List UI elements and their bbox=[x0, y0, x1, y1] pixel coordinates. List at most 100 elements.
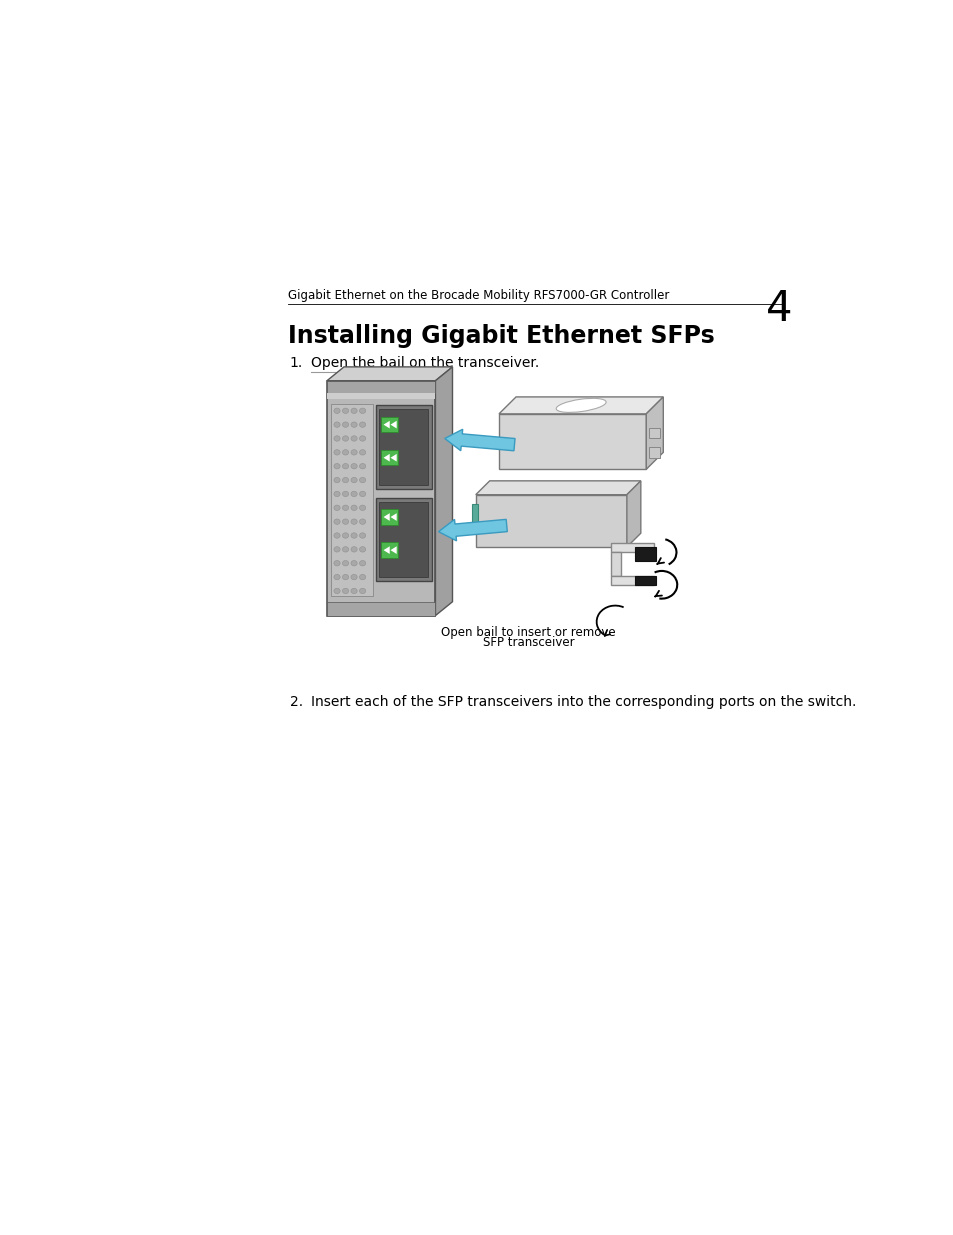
Text: Open the bail on the transceiver.: Open the bail on the transceiver. bbox=[311, 356, 539, 370]
Ellipse shape bbox=[351, 463, 356, 469]
Ellipse shape bbox=[334, 492, 340, 496]
Ellipse shape bbox=[351, 422, 356, 427]
Text: 4: 4 bbox=[765, 288, 792, 330]
Ellipse shape bbox=[334, 532, 340, 538]
Bar bbox=[472, 504, 477, 534]
Ellipse shape bbox=[351, 478, 356, 483]
Ellipse shape bbox=[351, 450, 356, 454]
Bar bbox=[327, 601, 435, 615]
Bar bbox=[611, 552, 620, 576]
Polygon shape bbox=[645, 396, 662, 469]
Text: Gigabit Ethernet on the Brocade Mobility RFS7000-GR Controller: Gigabit Ethernet on the Brocade Mobility… bbox=[288, 289, 669, 303]
Ellipse shape bbox=[351, 547, 356, 552]
Ellipse shape bbox=[359, 436, 365, 441]
Text: SFP transceiver: SFP transceiver bbox=[482, 636, 574, 650]
Ellipse shape bbox=[342, 492, 348, 496]
Polygon shape bbox=[498, 396, 662, 414]
FancyArrow shape bbox=[438, 520, 507, 541]
Polygon shape bbox=[390, 546, 396, 555]
Bar bbox=[611, 576, 654, 585]
Bar bbox=[378, 409, 428, 484]
Ellipse shape bbox=[334, 463, 340, 469]
Ellipse shape bbox=[351, 532, 356, 538]
Ellipse shape bbox=[359, 561, 365, 566]
Ellipse shape bbox=[342, 436, 348, 441]
Text: Installing Gigabit Ethernet SFPs: Installing Gigabit Ethernet SFPs bbox=[288, 324, 714, 348]
Ellipse shape bbox=[342, 478, 348, 483]
Ellipse shape bbox=[342, 574, 348, 579]
Ellipse shape bbox=[359, 408, 365, 414]
Polygon shape bbox=[383, 421, 390, 429]
Text: Insert each of the SFP transceivers into the corresponding ports on the switch.: Insert each of the SFP transceivers into… bbox=[311, 695, 856, 709]
Polygon shape bbox=[327, 367, 452, 380]
Bar bbox=[634, 576, 656, 585]
Ellipse shape bbox=[342, 408, 348, 414]
Bar bbox=[381, 450, 397, 466]
Bar bbox=[327, 393, 435, 399]
Ellipse shape bbox=[334, 547, 340, 552]
Ellipse shape bbox=[351, 588, 356, 594]
Ellipse shape bbox=[359, 588, 365, 594]
Ellipse shape bbox=[342, 547, 348, 552]
Polygon shape bbox=[390, 421, 396, 429]
Ellipse shape bbox=[556, 399, 605, 412]
Bar bbox=[331, 404, 373, 597]
Polygon shape bbox=[476, 480, 640, 495]
Text: 1.: 1. bbox=[290, 356, 303, 370]
Bar bbox=[381, 417, 397, 432]
Polygon shape bbox=[390, 454, 396, 462]
Ellipse shape bbox=[359, 450, 365, 454]
Bar bbox=[378, 501, 428, 577]
Ellipse shape bbox=[342, 561, 348, 566]
Text: 2.: 2. bbox=[290, 695, 302, 709]
Polygon shape bbox=[383, 514, 390, 521]
Ellipse shape bbox=[334, 422, 340, 427]
Ellipse shape bbox=[334, 450, 340, 454]
Bar bbox=[476, 495, 626, 547]
Ellipse shape bbox=[359, 532, 365, 538]
Ellipse shape bbox=[342, 505, 348, 510]
Ellipse shape bbox=[334, 561, 340, 566]
Bar bbox=[498, 414, 645, 469]
Ellipse shape bbox=[334, 574, 340, 579]
Bar bbox=[327, 380, 435, 615]
Ellipse shape bbox=[359, 547, 365, 552]
Ellipse shape bbox=[334, 588, 340, 594]
Ellipse shape bbox=[351, 408, 356, 414]
Ellipse shape bbox=[359, 422, 365, 427]
Ellipse shape bbox=[342, 450, 348, 454]
Bar bbox=[634, 547, 656, 561]
Polygon shape bbox=[383, 546, 390, 555]
Ellipse shape bbox=[351, 574, 356, 579]
Ellipse shape bbox=[334, 478, 340, 483]
Ellipse shape bbox=[334, 408, 340, 414]
Ellipse shape bbox=[342, 519, 348, 525]
Ellipse shape bbox=[359, 478, 365, 483]
Text: Open bail to insert or remove: Open bail to insert or remove bbox=[440, 626, 615, 638]
Ellipse shape bbox=[359, 492, 365, 496]
Ellipse shape bbox=[359, 505, 365, 510]
Ellipse shape bbox=[334, 519, 340, 525]
Bar bbox=[381, 542, 397, 558]
Bar bbox=[649, 447, 659, 458]
Ellipse shape bbox=[351, 436, 356, 441]
Ellipse shape bbox=[351, 505, 356, 510]
Ellipse shape bbox=[334, 505, 340, 510]
Bar bbox=[375, 405, 431, 489]
FancyArrow shape bbox=[444, 430, 515, 451]
Polygon shape bbox=[435, 367, 452, 615]
Ellipse shape bbox=[342, 463, 348, 469]
Ellipse shape bbox=[334, 436, 340, 441]
Bar bbox=[649, 427, 659, 438]
Ellipse shape bbox=[342, 588, 348, 594]
Bar bbox=[327, 380, 435, 393]
Polygon shape bbox=[390, 514, 396, 521]
Polygon shape bbox=[383, 454, 390, 462]
Ellipse shape bbox=[359, 574, 365, 579]
Ellipse shape bbox=[351, 519, 356, 525]
Bar bbox=[381, 509, 397, 525]
Ellipse shape bbox=[351, 492, 356, 496]
Ellipse shape bbox=[351, 561, 356, 566]
Bar bbox=[375, 498, 431, 580]
Bar bbox=[611, 543, 654, 552]
